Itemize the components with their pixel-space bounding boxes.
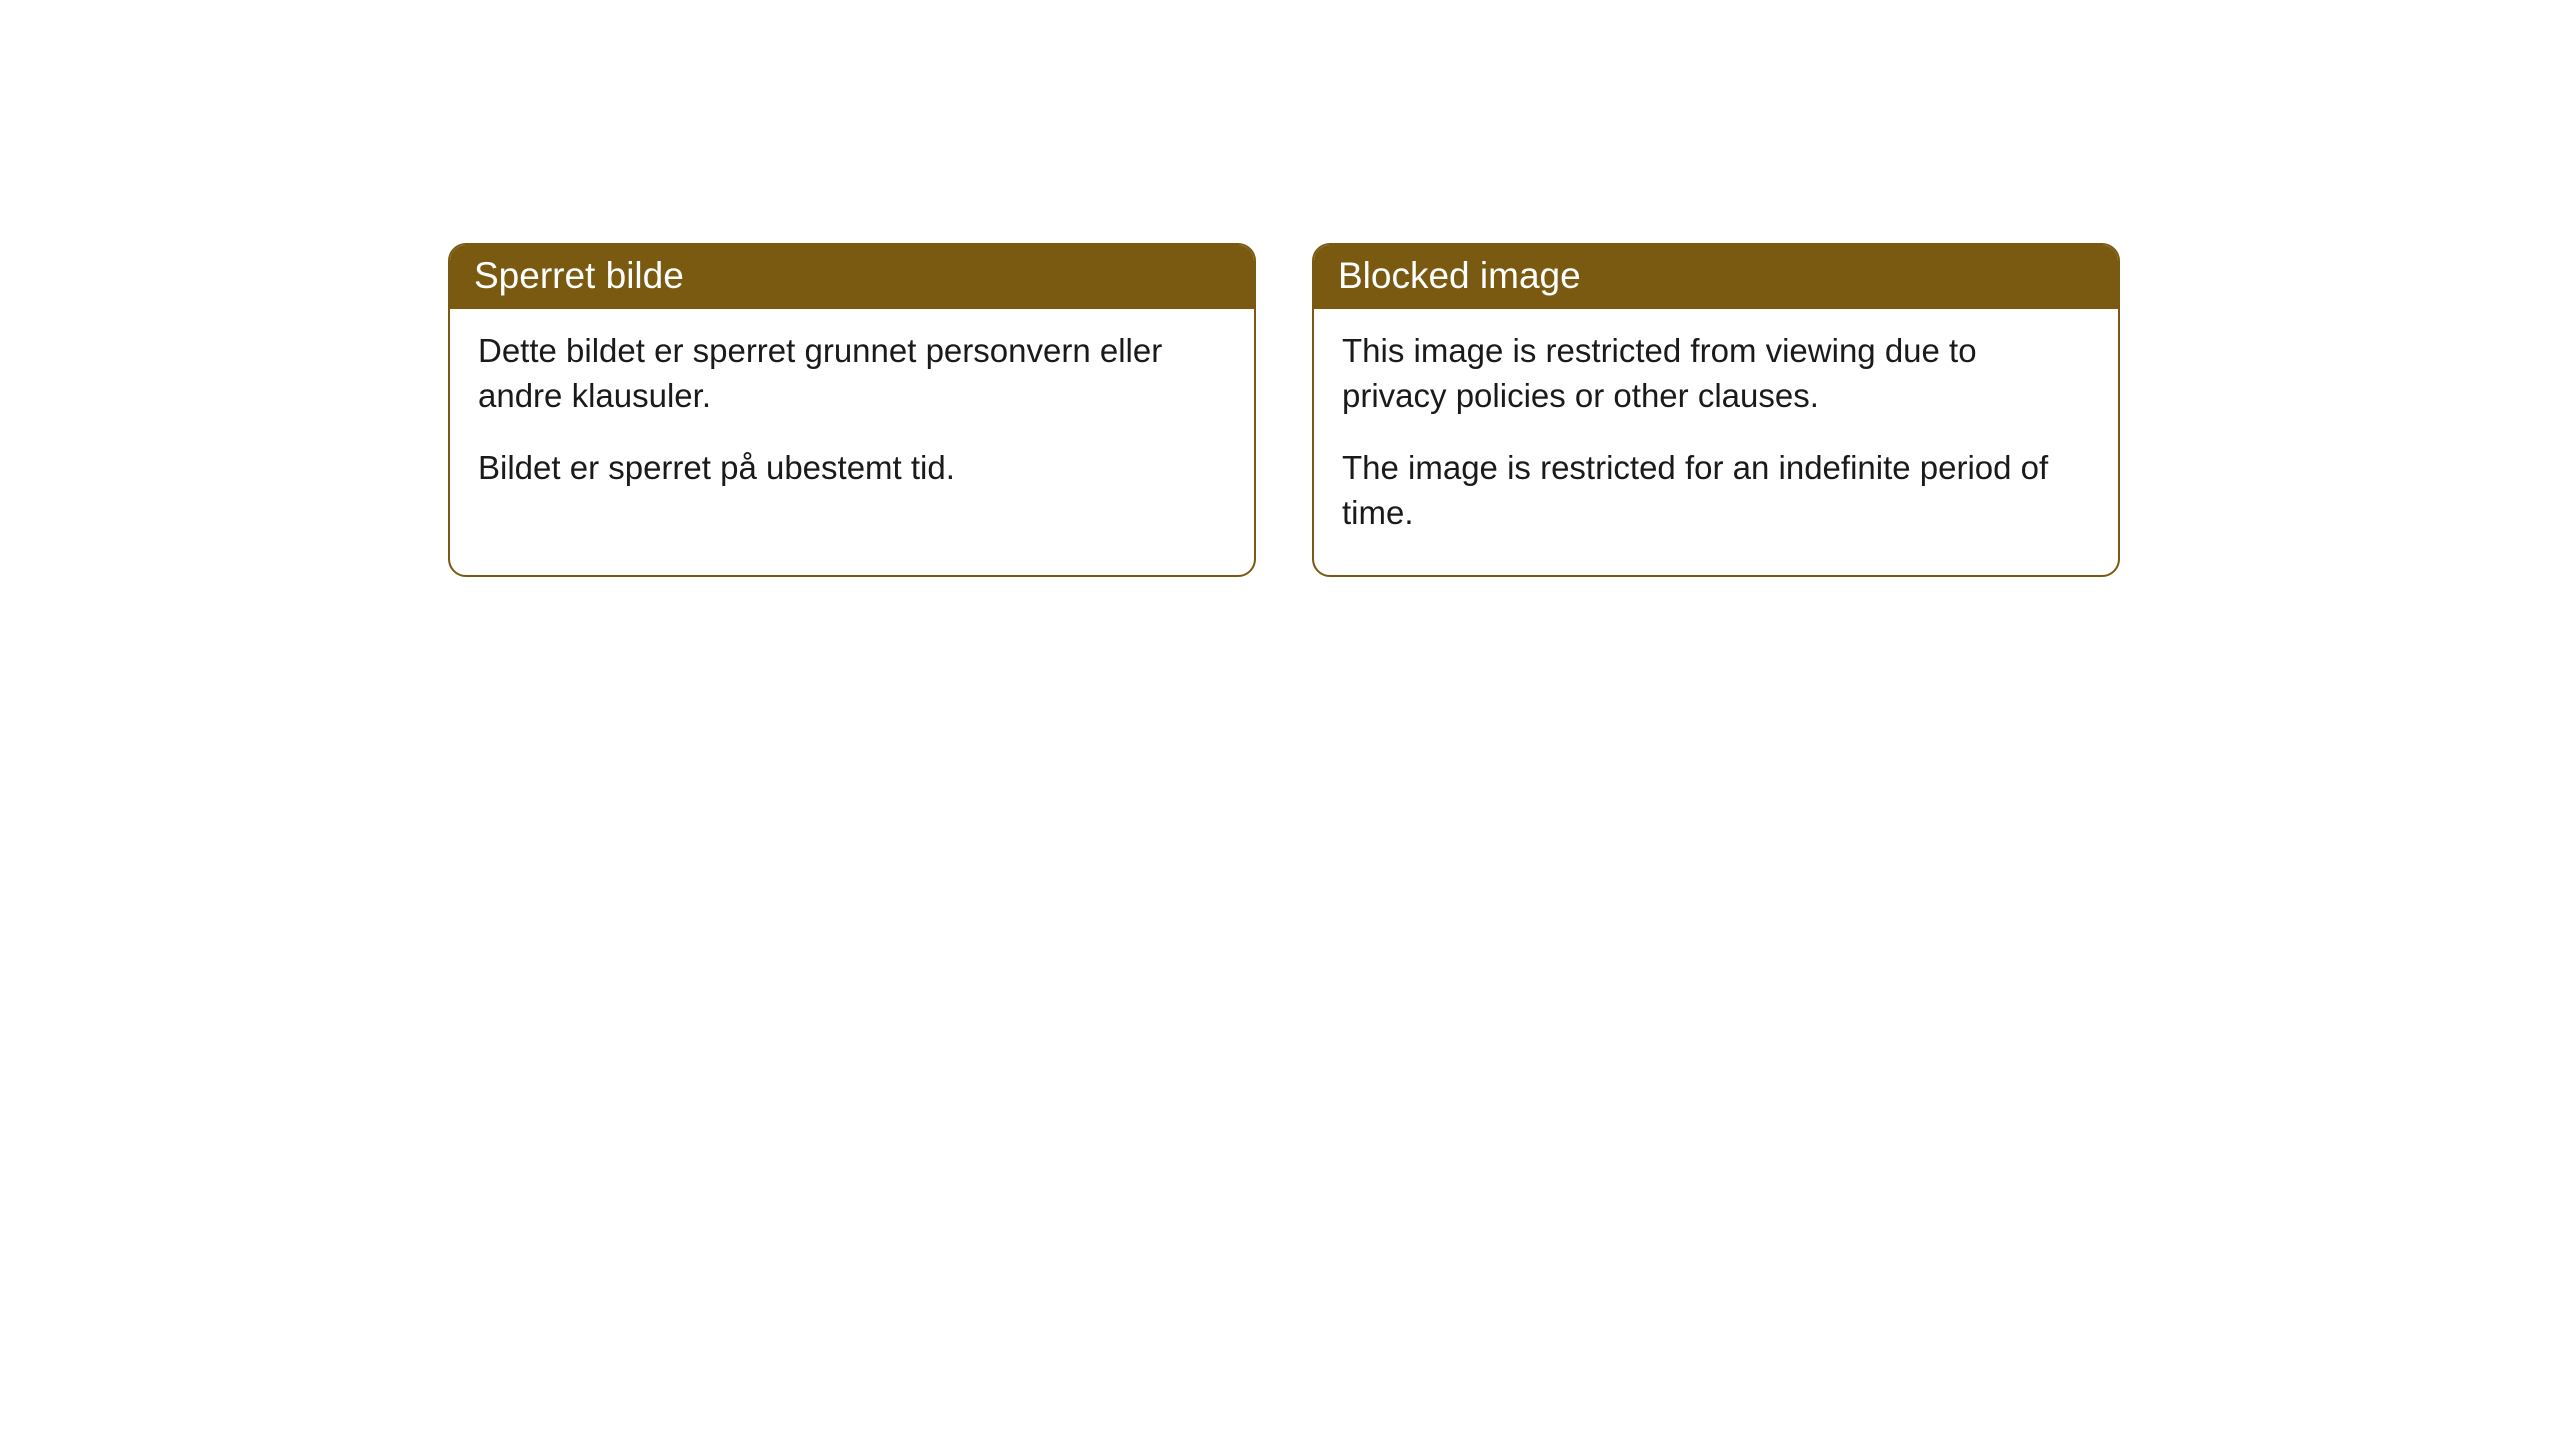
card-body-english: This image is restricted from viewing du… bbox=[1314, 309, 2118, 575]
notice-text-norwegian-reason: Dette bildet er sperret grunnet personve… bbox=[478, 329, 1226, 418]
card-header-norwegian: Sperret bilde bbox=[450, 245, 1254, 309]
notice-text-english-duration: The image is restricted for an indefinit… bbox=[1342, 446, 2090, 535]
notice-cards-container: Sperret bilde Dette bildet er sperret gr… bbox=[0, 0, 2560, 577]
blocked-image-card-norwegian: Sperret bilde Dette bildet er sperret gr… bbox=[448, 243, 1256, 577]
card-body-norwegian: Dette bildet er sperret grunnet personve… bbox=[450, 309, 1254, 531]
blocked-image-card-english: Blocked image This image is restricted f… bbox=[1312, 243, 2120, 577]
notice-text-english-reason: This image is restricted from viewing du… bbox=[1342, 329, 2090, 418]
notice-text-norwegian-duration: Bildet er sperret på ubestemt tid. bbox=[478, 446, 1226, 491]
card-header-english: Blocked image bbox=[1314, 245, 2118, 309]
